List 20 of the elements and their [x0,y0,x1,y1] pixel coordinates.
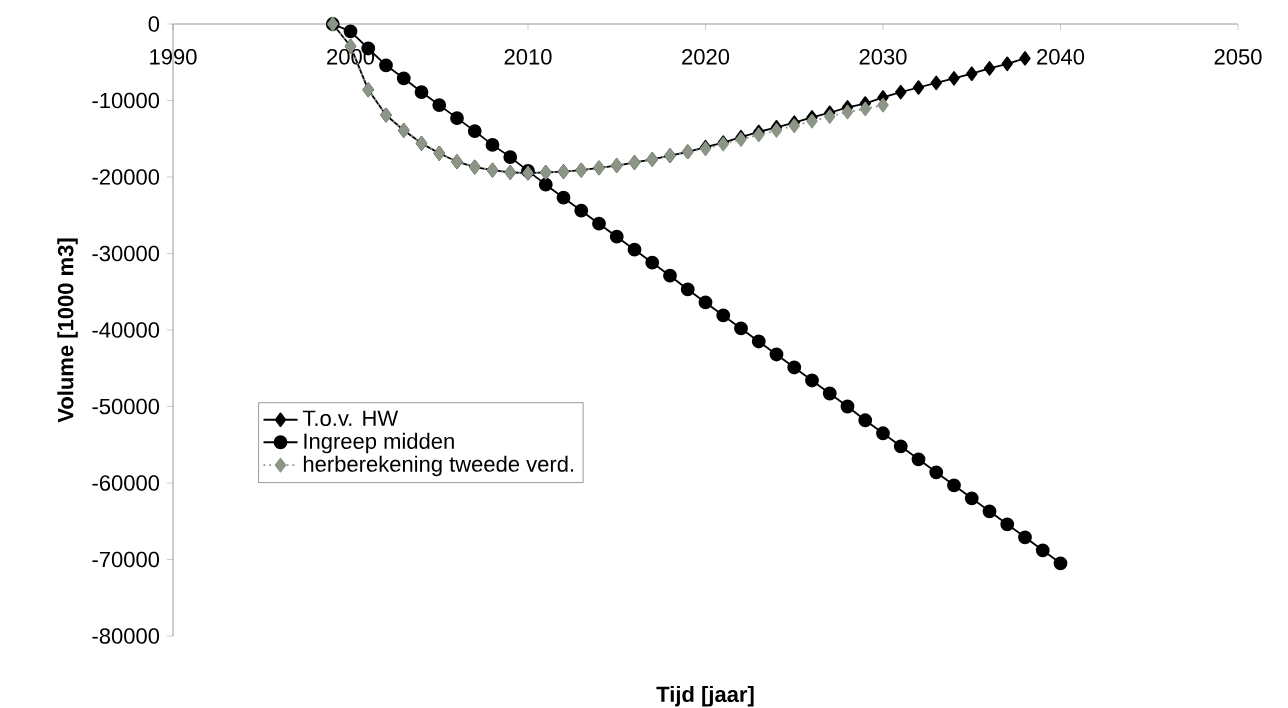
y-tick-label: -80000 [92,628,160,644]
x-tick-label: 2020 [682,49,730,65]
y-tick-label: -20000 [92,169,160,185]
y-tick-label: -60000 [92,475,160,491]
y-axis-title: Volume [1000 m3] [57,238,78,423]
y-tick-label: -50000 [92,398,160,415]
x-tick-label: 2040 [1037,49,1085,65]
x-tick-label: 2050 [1214,49,1262,65]
y-tick-label: -10000 [92,92,160,109]
x-tick-label: 2010 [504,49,552,65]
x-tick-label: 2030 [859,49,907,65]
y-tick-label: 0 [148,16,160,32]
y-tick-label: -70000 [92,551,160,568]
x-tick-label: 1990 [150,49,197,65]
x-axis-title: Tijd [jaar] [656,685,754,707]
y-tick-label: -40000 [92,322,160,338]
legend-label: herberekening tweede verd. [303,455,574,477]
legend-label: Ingreep midden [304,432,454,454]
legend-label: T.o.v. HW [302,410,399,427]
y-tick-label: -30000 [92,245,160,262]
